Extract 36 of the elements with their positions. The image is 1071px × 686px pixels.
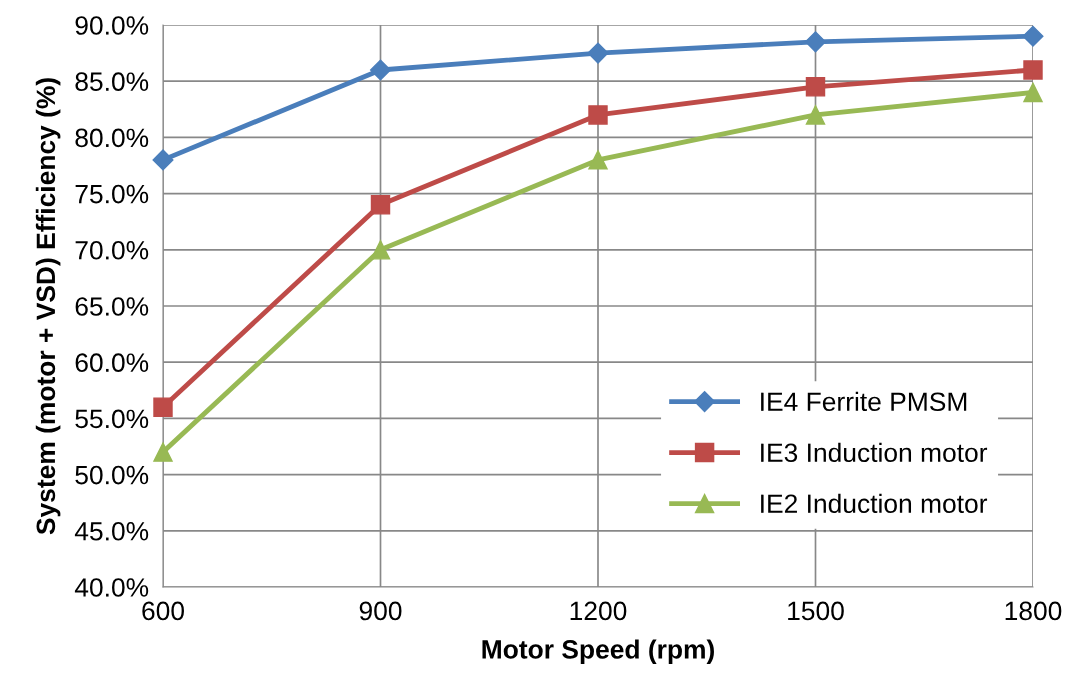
point bbox=[804, 31, 827, 53]
point bbox=[805, 105, 826, 125]
point bbox=[152, 149, 174, 171]
point bbox=[370, 195, 391, 215]
point bbox=[587, 42, 609, 64]
x-tick-label: 1200 bbox=[570, 601, 627, 621]
x-tick-label: 1800 bbox=[1005, 601, 1062, 621]
point bbox=[369, 59, 392, 81]
y-tick-label: 90.0% bbox=[75, 16, 149, 35]
point bbox=[1022, 25, 1044, 47]
point bbox=[588, 150, 608, 170]
legend-label: IE4 Ferrite PMSM bbox=[761, 391, 967, 412]
x-axis-title: Motor Speed (rpm) bbox=[482, 639, 714, 664]
y-tick-label: 40.0% bbox=[74, 578, 149, 597]
point bbox=[153, 442, 173, 462]
x-tick-label: 600 bbox=[142, 601, 184, 621]
y-tick-label: 55.0% bbox=[75, 409, 149, 429]
y-axis-title: System (motor + VSD) Efficiency (%) bbox=[35, 78, 61, 535]
point bbox=[1023, 60, 1043, 80]
point bbox=[153, 397, 173, 417]
y-tick-label: 65.0% bbox=[75, 297, 149, 316]
y-tick-label: 70.0% bbox=[75, 240, 149, 260]
y-tick-label: 80.0% bbox=[75, 128, 149, 148]
point bbox=[805, 77, 826, 97]
y-tick-label: 60.0% bbox=[75, 353, 149, 373]
legend-label: IE3 Induction motor bbox=[761, 442, 988, 463]
y-tick-label: 75.0% bbox=[75, 184, 149, 204]
y-tick-label: 50.0% bbox=[75, 465, 149, 485]
y-tick-label: 45.0% bbox=[74, 521, 149, 541]
point bbox=[1023, 82, 1043, 103]
y-tick-label: 85.0% bbox=[75, 72, 149, 92]
legend-label: IE2 Induction motor bbox=[761, 493, 988, 514]
point bbox=[588, 105, 608, 125]
x-tick-label: 900 bbox=[359, 601, 402, 621]
point bbox=[370, 240, 391, 260]
x-tick-label: 1500 bbox=[788, 601, 844, 621]
